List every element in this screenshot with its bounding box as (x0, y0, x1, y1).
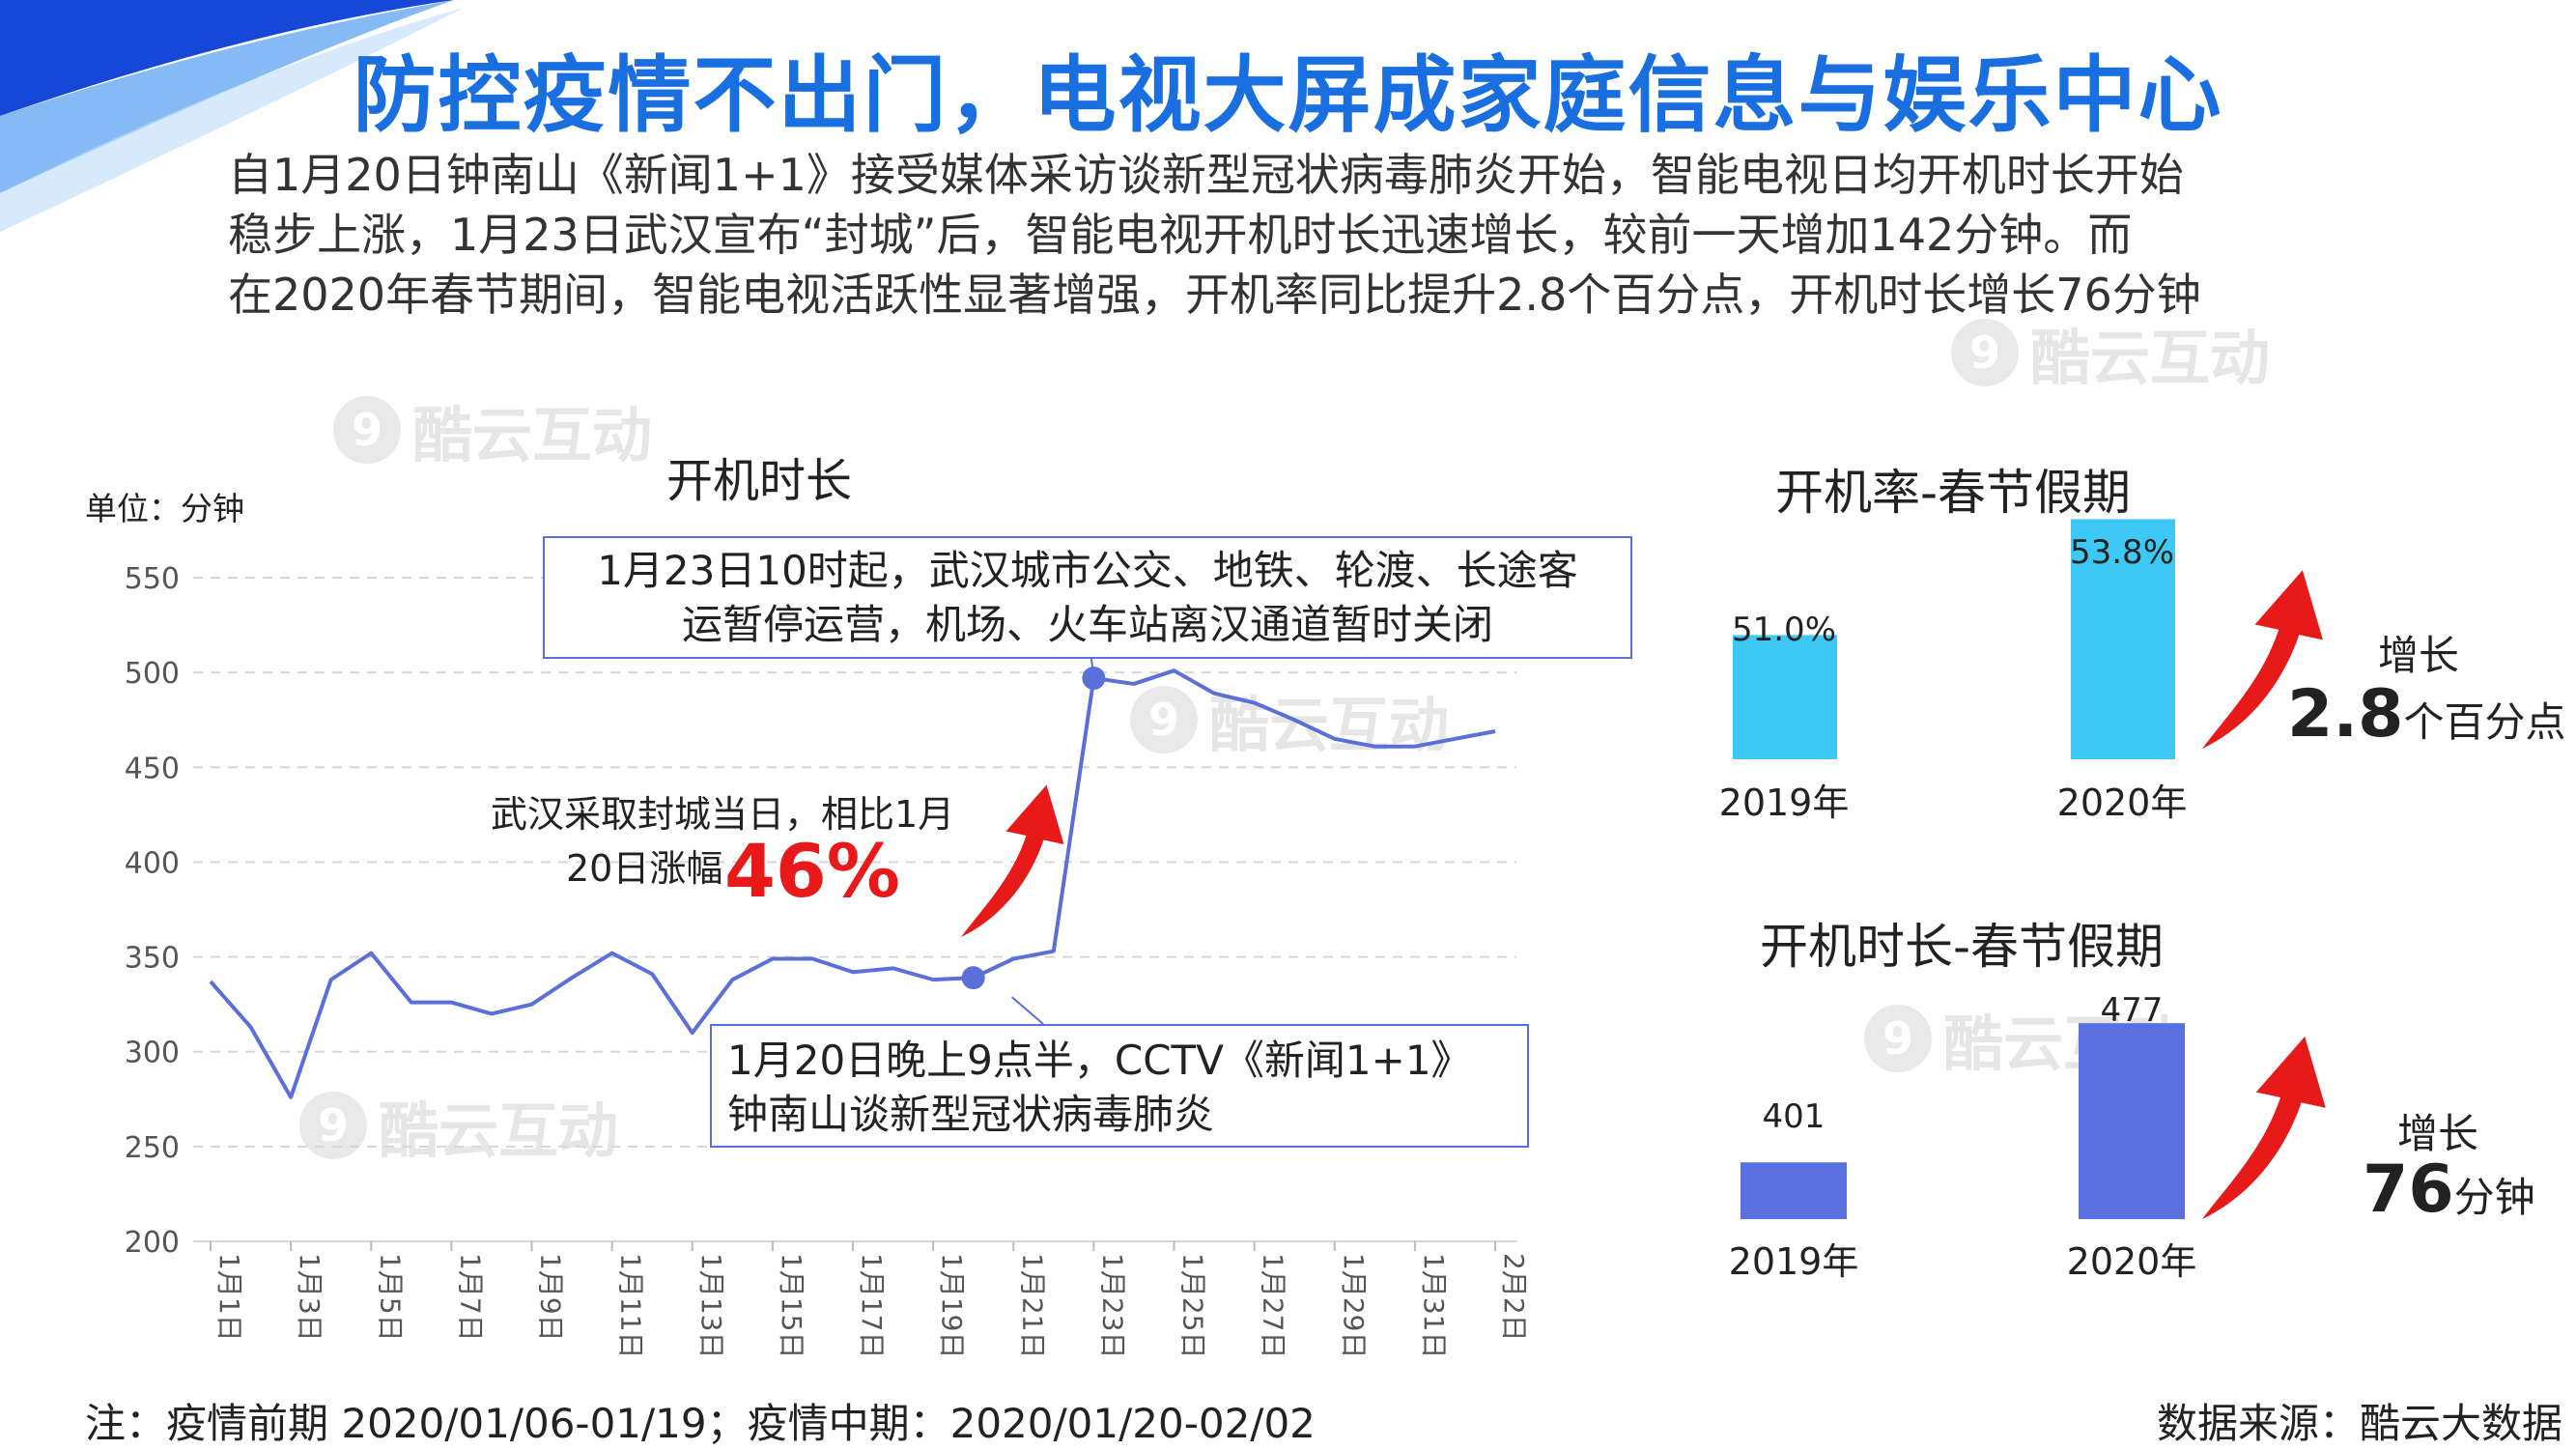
watermark-text: 酷云互动 (2030, 323, 2271, 393)
x-tick-label: 1月21日 (1016, 1253, 1048, 1358)
rate-increase-label: 增长 (2378, 632, 2460, 679)
duration-increase-label: 增长 (2397, 1110, 2479, 1157)
x-tick-label: 1月15日 (776, 1253, 807, 1358)
bar-value-label: 53.8% (2069, 533, 2174, 572)
x-tick-label: 1月23日 (1096, 1253, 1128, 1358)
rate-panel-title: 开机率-春节假期 (1775, 465, 2132, 521)
x-tick-label: 1月27日 (1258, 1253, 1289, 1358)
callout-line: 钟南山谈新型冠状病毒肺炎 (727, 1091, 1215, 1138)
footnote: 注：疫情前期 2020/01/06-01/19；疫情中期：2020/01/20-… (85, 1400, 1316, 1447)
rate-increase-number: 2.8 (2287, 676, 2404, 753)
x-tick-label: 1月19日 (936, 1253, 968, 1358)
y-tick-label: 350 (125, 942, 180, 976)
intro-line: 在2020年春节期间，智能电视活跃性显著增强，开机率同比提升2.8个百分点，开机… (228, 269, 2201, 321)
x-tick-label: 1月31日 (1418, 1253, 1450, 1358)
lockdown-percent: 46% (724, 828, 900, 914)
lockdown-annotation: 武汉采取封城当日，相比1月 (491, 793, 955, 836)
x-tick-label: 2月2日 (1498, 1253, 1530, 1342)
y-tick-label: 550 (125, 562, 180, 596)
duration-bar (2079, 1023, 2185, 1219)
x-tick-label: 1月3日 (294, 1253, 326, 1342)
y-tick-label: 450 (125, 752, 180, 785)
x-tick-label: 1月29日 (1338, 1253, 1370, 1358)
watermark-text: 酷云互动 (379, 1095, 619, 1166)
duration-bar (1741, 1162, 1847, 1219)
duration-panel-title: 开机时长-春节假期 (1760, 919, 2165, 975)
callout-news: 1月20日晚上9点半，CCTV《新闻1+1》 钟南山谈新型冠状病毒肺炎 (710, 1024, 1529, 1148)
page-title: 防控疫情不出门，电视大屏成家庭信息与娱乐中心 (353, 47, 2223, 144)
increase-arrow-icon (961, 784, 1064, 937)
highlight-point (961, 966, 985, 990)
callout-line: 运暂停运营，机场、火车站离汉通道暂时关闭 (681, 601, 1493, 648)
watermark: 9 酷云互动 (1951, 309, 2270, 396)
watermark-logo-icon: 9 (299, 1092, 367, 1159)
x-tick-label: 1月11日 (615, 1253, 647, 1358)
bar-category-label: 2020年 (2066, 1240, 2197, 1283)
bar-value-label: 51.0% (1731, 611, 1836, 649)
callout-connector (1011, 996, 1044, 1025)
intro-line: 自1月20日钟南山《新闻1+1》接受媒体采访谈新型冠状病毒肺炎开始，智能电视日均… (228, 149, 2184, 201)
y-tick-label: 200 (125, 1226, 180, 1260)
y-tick-label: 500 (125, 657, 180, 691)
corner-swoosh-decoration (0, 0, 464, 232)
rate-bar (1733, 635, 1837, 759)
data-source: 数据来源：酷云大数据 (2156, 1400, 2562, 1447)
y-tick-label: 300 (125, 1037, 180, 1070)
rate-increase-unit: 个百分点 (2403, 698, 2566, 746)
series-line (209, 668, 1496, 1099)
rate-bar (2071, 519, 2175, 759)
rate-increase-arrow-icon (2202, 570, 2323, 749)
rate-increase-value: 2.8个百分点 (2287, 676, 2565, 753)
callout-line: 1月20日晚上9点半，CCTV《新闻1+1》 (727, 1037, 1472, 1084)
duration-increase-unit: 分钟 (2453, 1174, 2535, 1221)
callout-line: 1月23日10时起，武汉城市公交、地铁、轮渡、长途客 (597, 547, 1578, 594)
x-tick-label: 1月9日 (535, 1253, 567, 1342)
y-tick-label: 400 (125, 846, 180, 880)
duration-increase-number: 76 (2363, 1151, 2454, 1228)
x-tick-label: 1月13日 (695, 1253, 727, 1358)
y-tick-label: 250 (125, 1131, 180, 1165)
unit-label: 单位：分钟 (85, 490, 244, 527)
highlight-point (1082, 667, 1106, 691)
x-tick-label: 1月17日 (856, 1253, 888, 1358)
watermark-logo-icon: 9 (1864, 1005, 1932, 1072)
bar-value-label: 401 (1762, 1097, 1826, 1136)
watermark: 9 酷云互动 (299, 1082, 618, 1169)
x-tick-label: 1月5日 (374, 1253, 406, 1342)
watermark-logo-icon: 9 (333, 396, 401, 464)
bar-value-label: 477 (2100, 991, 2164, 1030)
watermark-logo-icon: 9 (1130, 686, 1198, 753)
line-chart-title: 开机时长 (666, 454, 853, 508)
intro-line: 稳步上涨，1月23日武汉宣布“封城”后，智能电视开机时长迅速增长，较前一天增加1… (228, 209, 2133, 261)
bar-category-label: 2020年 (2056, 782, 2188, 824)
x-tick-label: 1月1日 (213, 1253, 245, 1342)
x-tick-label: 1月25日 (1177, 1253, 1209, 1358)
intro-paragraph: 自1月20日钟南山《新闻1+1》接受媒体采访谈新型冠状病毒肺炎开始，智能电视日均… (228, 145, 2411, 325)
bar-category-label: 2019年 (1718, 782, 1850, 824)
duration-increase-arrow-icon (2202, 1037, 2326, 1219)
x-tick-label: 1月7日 (454, 1253, 486, 1342)
watermark-text: 酷云互动 (412, 400, 653, 470)
watermark: 9 酷云互动 (333, 386, 652, 473)
bar-category-label: 2019年 (1728, 1240, 1859, 1283)
lockdown-annotation-2: 20日涨幅 (566, 847, 723, 890)
duration-increase-value: 76分钟 (2363, 1151, 2535, 1228)
callout-lockdown: 1月23日10时起，武汉城市公交、地铁、轮渡、长途客 运暂停运营，机场、火车站离… (543, 536, 1632, 659)
watermark-logo-icon: 9 (1951, 319, 2019, 386)
